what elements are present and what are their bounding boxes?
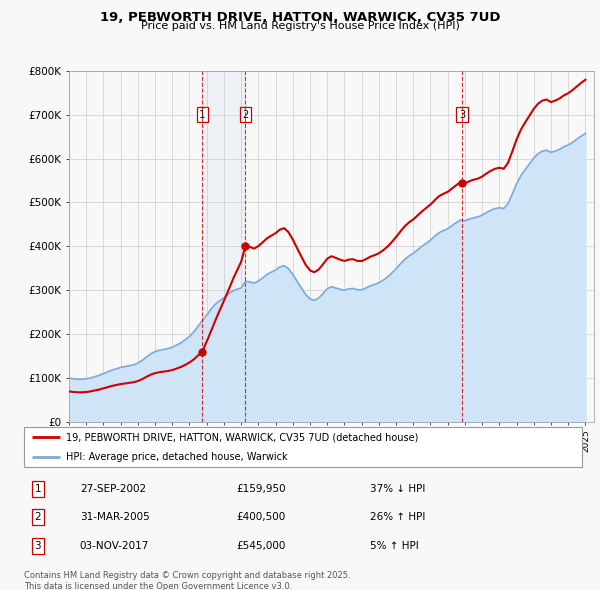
Text: 3: 3	[35, 540, 41, 550]
Text: 2: 2	[242, 110, 248, 120]
FancyBboxPatch shape	[24, 427, 582, 467]
Text: 27-SEP-2002: 27-SEP-2002	[80, 484, 146, 494]
Text: £545,000: £545,000	[236, 540, 286, 550]
Text: £400,500: £400,500	[236, 512, 285, 522]
Text: 31-MAR-2005: 31-MAR-2005	[80, 512, 149, 522]
Text: Contains HM Land Registry data © Crown copyright and database right 2025.
This d: Contains HM Land Registry data © Crown c…	[24, 571, 350, 590]
Text: 19, PEBWORTH DRIVE, HATTON, WARWICK, CV35 7UD (detached house): 19, PEBWORTH DRIVE, HATTON, WARWICK, CV3…	[66, 432, 418, 442]
Text: 37% ↓ HPI: 37% ↓ HPI	[370, 484, 425, 494]
Text: 19, PEBWORTH DRIVE, HATTON, WARWICK, CV35 7UD: 19, PEBWORTH DRIVE, HATTON, WARWICK, CV3…	[100, 11, 500, 24]
Text: 03-NOV-2017: 03-NOV-2017	[80, 540, 149, 550]
Text: £159,950: £159,950	[236, 484, 286, 494]
Text: 2: 2	[35, 512, 41, 522]
Bar	[202, 71, 245, 422]
Text: 1: 1	[199, 110, 205, 120]
Text: 1: 1	[35, 484, 41, 494]
Text: 26% ↑ HPI: 26% ↑ HPI	[370, 512, 425, 522]
Text: Price paid vs. HM Land Registry's House Price Index (HPI): Price paid vs. HM Land Registry's House …	[140, 21, 460, 31]
Text: 3: 3	[459, 110, 465, 120]
Text: HPI: Average price, detached house, Warwick: HPI: Average price, detached house, Warw…	[66, 453, 287, 462]
Text: 5% ↑ HPI: 5% ↑ HPI	[370, 540, 419, 550]
